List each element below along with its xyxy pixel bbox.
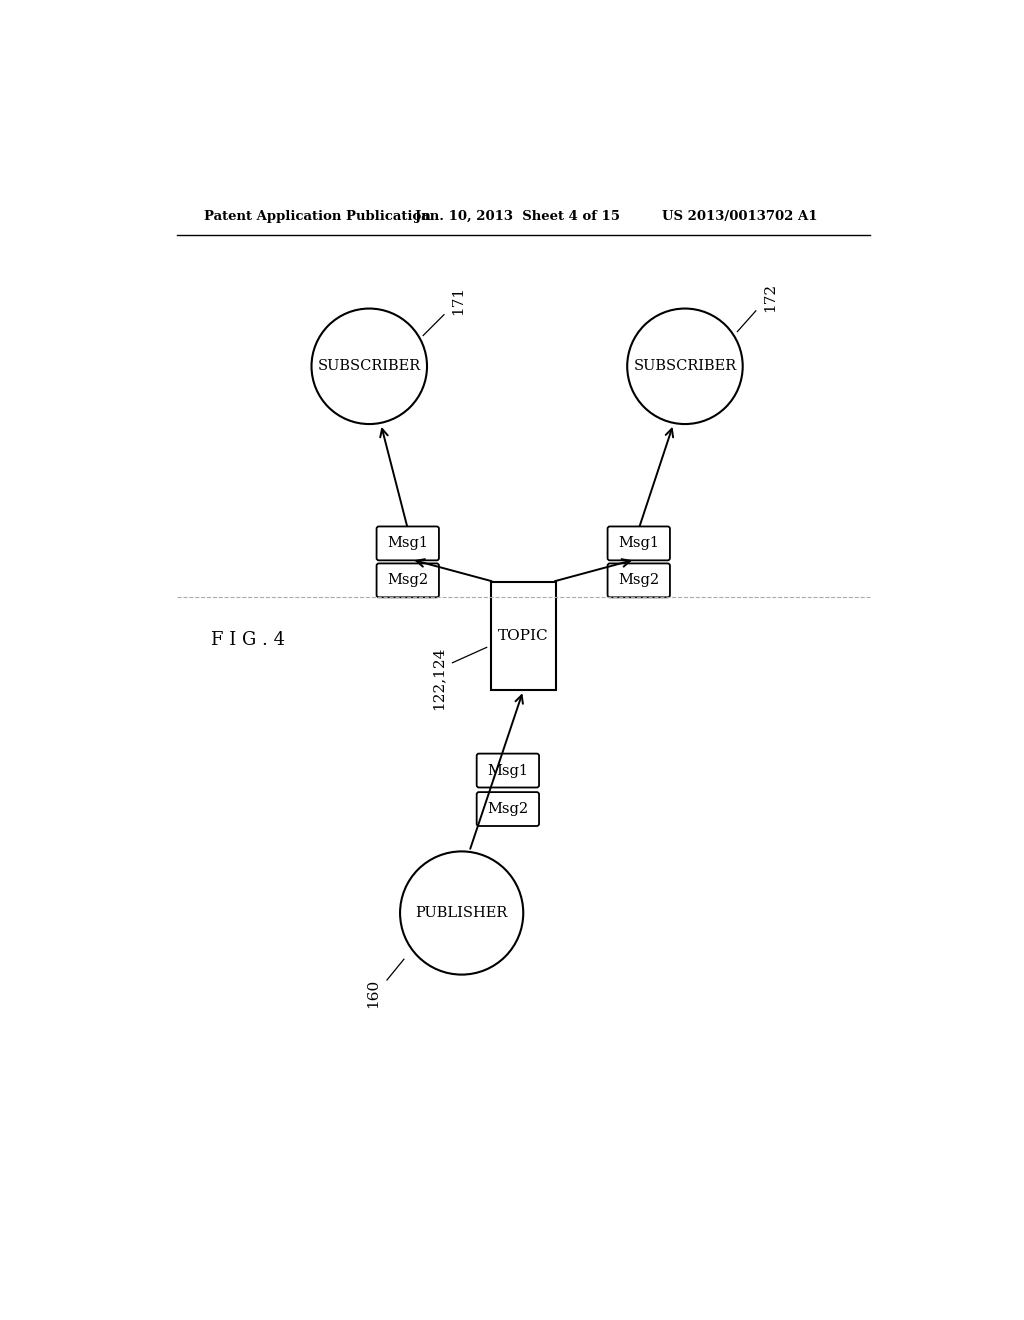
Text: Msg2: Msg2 [487,803,528,816]
Text: Msg2: Msg2 [618,573,659,587]
Text: SUBSCRIBER: SUBSCRIBER [317,359,421,374]
Text: Jan. 10, 2013  Sheet 4 of 15: Jan. 10, 2013 Sheet 4 of 15 [416,210,621,223]
FancyBboxPatch shape [477,792,539,826]
Circle shape [311,309,427,424]
Text: PUBLISHER: PUBLISHER [416,906,508,920]
Text: 171: 171 [451,286,465,315]
FancyBboxPatch shape [377,564,439,598]
Circle shape [628,309,742,424]
Text: US 2013/0013702 A1: US 2013/0013702 A1 [662,210,817,223]
Text: Msg1: Msg1 [618,536,659,550]
Text: SUBSCRIBER: SUBSCRIBER [634,359,736,374]
Text: F I G . 4: F I G . 4 [211,631,286,648]
Text: Msg1: Msg1 [387,536,428,550]
Text: Msg1: Msg1 [487,763,528,777]
Circle shape [400,851,523,974]
FancyBboxPatch shape [377,527,439,561]
FancyBboxPatch shape [477,754,539,788]
Text: 172: 172 [763,282,776,312]
Bar [490,582,556,689]
Text: TOPIC: TOPIC [498,628,549,643]
FancyBboxPatch shape [607,564,670,598]
Text: 122,124: 122,124 [431,647,445,710]
Text: Msg2: Msg2 [387,573,428,587]
Text: Patent Application Publication: Patent Application Publication [204,210,430,223]
Text: 160: 160 [367,979,380,1008]
FancyBboxPatch shape [607,527,670,561]
